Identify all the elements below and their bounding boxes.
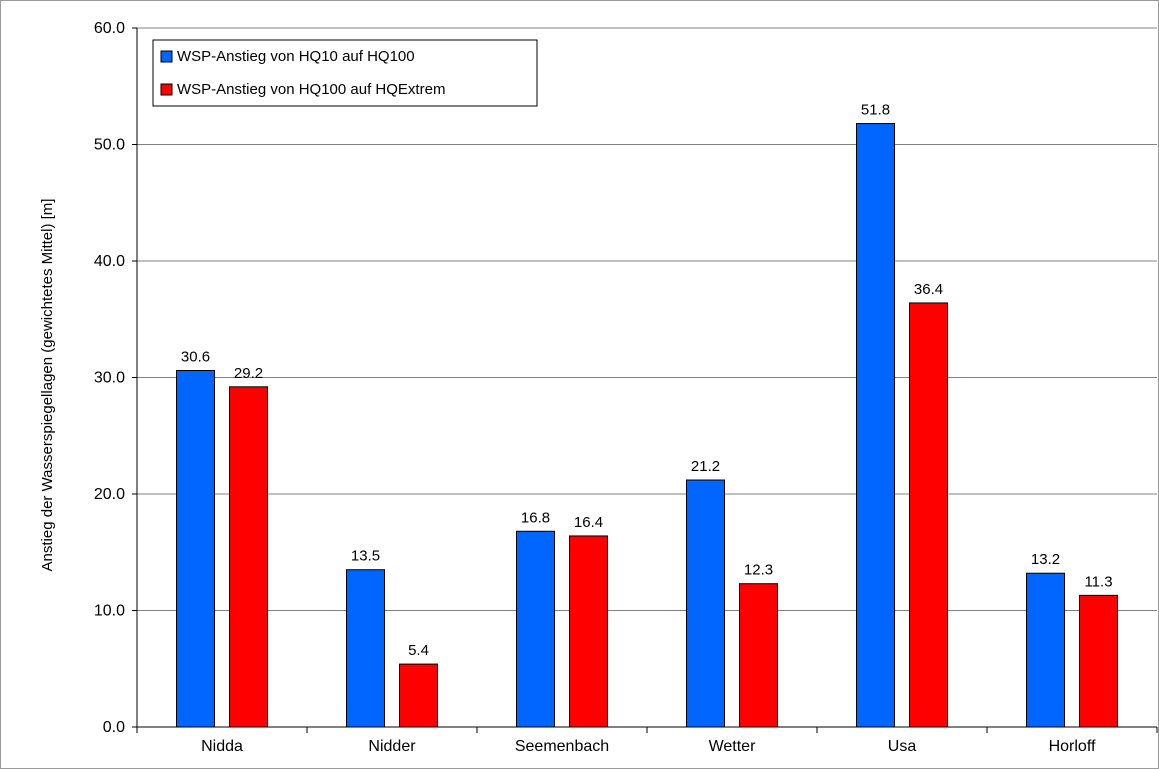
bar-nidder-series-1 bbox=[346, 569, 385, 728]
bar-horloff-series-1 bbox=[1026, 572, 1065, 728]
bar-wetter-series-2 bbox=[739, 583, 778, 728]
bar-seemenbach-series-2 bbox=[569, 535, 608, 728]
data-label-horloff-series-1: 13.2 bbox=[1031, 551, 1060, 568]
bar-seemenbach-series-1 bbox=[516, 530, 555, 728]
data-label-wetter-series-2: 12.3 bbox=[744, 562, 773, 579]
bars bbox=[176, 123, 1118, 728]
bar-usa-series-2 bbox=[909, 302, 948, 728]
legend: WSP-Anstieg von HQ10 auf HQ100 WSP-Ansti… bbox=[152, 39, 538, 107]
x-tick-label-usa: Usa bbox=[888, 738, 917, 755]
y-tick-label: 50.0 bbox=[94, 137, 125, 154]
data-label-nidder-series-2: 5.4 bbox=[408, 642, 429, 659]
legend-swatch-hq10-hq100 bbox=[160, 50, 173, 63]
data-label-horloff-series-2: 11.3 bbox=[1084, 573, 1112, 590]
data-label-wetter-series-1: 21.2 bbox=[691, 458, 720, 475]
y-tick-label: 20.0 bbox=[94, 486, 125, 503]
legend-label-hq100-hqextrem: WSP-Anstieg von HQ100 auf HQExtrem bbox=[177, 81, 445, 98]
data-label-usa-series-2: 36.4 bbox=[914, 281, 943, 298]
data-label-nidda-series-1: 30.6 bbox=[181, 349, 210, 366]
x-tick-label-wetter: Wetter bbox=[709, 738, 757, 755]
legend-box bbox=[152, 39, 538, 107]
data-label-usa-series-1: 51.8 bbox=[861, 102, 890, 119]
y-tick-label: 60.0 bbox=[94, 20, 125, 37]
axes: 0.0 10.0 20.0 30.0 40.0 50.0 60.0 Nidda Nidder Se… bbox=[94, 20, 1158, 755]
bar-horloff-series-2 bbox=[1079, 594, 1118, 728]
bar-wetter-series-1 bbox=[686, 479, 725, 728]
y-tick-label: 30.0 bbox=[94, 370, 125, 387]
x-tick-label-seemenbach: Seemenbach bbox=[515, 738, 609, 755]
x-tick-label-nidder: Nidder bbox=[368, 738, 416, 755]
data-label-seemenbach-series-2: 16.4 bbox=[574, 514, 603, 531]
x-tick-label-nidda: Nidda bbox=[201, 738, 243, 755]
legend-label-hq10-hq100: WSP-Anstieg von HQ10 auf HQ100 bbox=[177, 48, 415, 65]
data-label-seemenbach-series-1: 16.8 bbox=[521, 509, 550, 526]
data-label-nidda-series-2: 29.2 bbox=[234, 365, 263, 382]
bar-nidder-series-2 bbox=[399, 663, 438, 728]
x-tick-label-horloff: Horloff bbox=[1049, 738, 1096, 755]
bar-nidda-series-2 bbox=[229, 386, 268, 728]
data-labels: 30.6 29.2 13.5 5.4 16.8 16.4 21.2 12.3 51.8 36.4 1… bbox=[181, 102, 1113, 660]
y-tick-label: 0.0 bbox=[103, 719, 125, 736]
y-tick-label: 40.0 bbox=[94, 253, 125, 270]
y-tick-label: 10.0 bbox=[94, 603, 125, 620]
legend-swatch-hq100-hqextrem bbox=[160, 83, 173, 96]
y-axis-title: Anstieg der Wasserspiegellagen (gewichte… bbox=[39, 199, 56, 572]
gridlines bbox=[137, 27, 1157, 611]
bar-usa-series-1 bbox=[856, 123, 895, 728]
bar-nidda-series-1 bbox=[176, 370, 215, 728]
data-label-nidder-series-1: 13.5 bbox=[351, 548, 380, 565]
